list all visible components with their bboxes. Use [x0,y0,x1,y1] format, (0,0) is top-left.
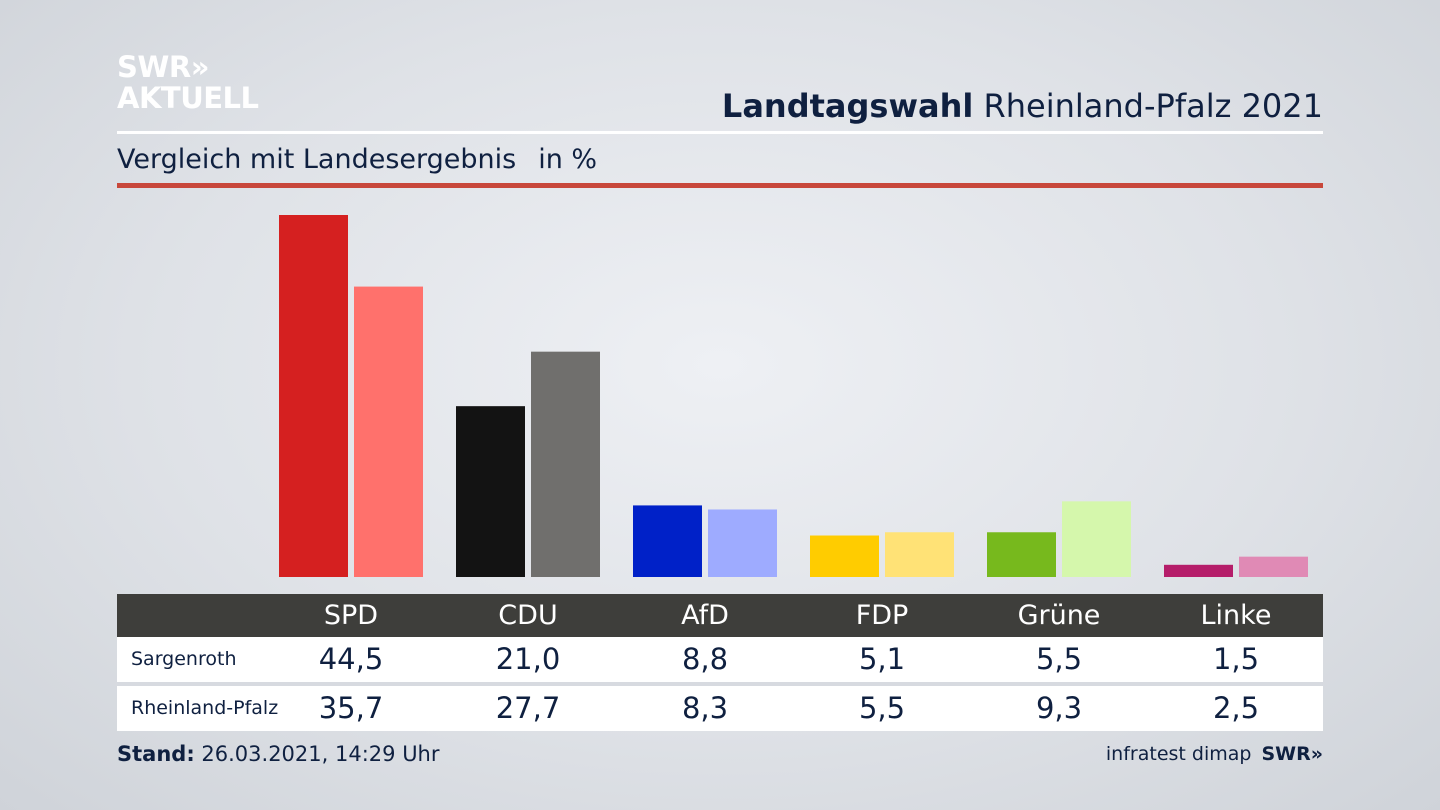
bar-linke-rheinland-pfalz [1239,556,1308,577]
bar-cdu-sargenroth [456,406,525,577]
column-header-linke: Linke [1200,600,1272,631]
column-header-grne: Grüne [1017,600,1101,631]
value-spd-rheinland-pfalz: 35,7 [318,691,384,725]
value-cdu-rheinland-pfalz: 27,7 [495,691,561,725]
bar-linke-sargenroth [1164,564,1233,577]
chart-subtitle-text: Vergleich mit Landesergebnis [117,144,517,175]
bar-cdu-rheinland-pfalz [531,351,600,577]
swr-aktuell-logo: SWR» AKTUELL [117,52,259,114]
timestamp-value: 26.03.2021, 14:29 Uhr [201,742,440,766]
page-title-rest: Rheinland-Pfalz 2021 [983,87,1323,125]
logo-line-aktuell: AKTUELL [117,81,259,115]
timestamp: Stand: 26.03.2021, 14:29 Uhr [117,740,440,768]
column-header-spd: SPD [323,600,379,631]
row-label-rheinland-pfalz: Rheinland-Pfalz [131,697,279,719]
page-title: Landtagswahl Rheinland-Pfalz 2021 [722,86,1323,126]
value-spd-sargenroth: 44,5 [318,642,384,676]
source-credit: infratest dimap SWR» [1106,740,1323,768]
value-fdp-sargenroth: 5,1 [858,642,906,676]
value-afd-rheinland-pfalz: 8,3 [681,691,729,725]
page-title-bold: Landtagswahl [721,87,974,125]
row-label-sargenroth: Sargenroth [131,648,237,670]
value-grne-sargenroth: 5,5 [1035,642,1083,676]
column-header-afd: AfD [681,600,729,631]
logo-line-swr: SWR» [117,50,209,84]
column-header-fdp: FDP [855,600,909,631]
header-divider [117,131,1323,134]
table-header: SPD CDU AfD FDP Grüne Linke [117,594,1323,637]
source-name: infratest dimap [1105,743,1252,765]
bar-spd-sargenroth [279,215,348,577]
timestamp-label: Stand: [117,742,195,766]
bar-afd-sargenroth [633,505,702,577]
bar-fdp-sargenroth [810,535,879,577]
value-grne-rheinland-pfalz: 9,3 [1035,691,1083,725]
table-row-rheinland-pfalz: Rheinland-Pfalz 35,7 27,7 8,3 5,5 9,3 2,5 [117,686,1323,731]
value-linke-sargenroth: 1,5 [1212,642,1260,676]
chart-unit: in % [538,144,598,175]
column-header-cdu: CDU [498,600,558,631]
value-cdu-sargenroth: 21,0 [495,642,561,676]
bar-grne-rheinland-pfalz [1062,501,1131,577]
chart-subtitle: Vergleich mit Landesergebnis in % [117,142,597,178]
bar-fdp-rheinland-pfalz [885,532,954,577]
row-divider [117,682,1323,686]
swr-brand-logo: SWR» [1261,743,1323,765]
value-fdp-rheinland-pfalz: 5,5 [858,691,906,725]
value-afd-sargenroth: 8,8 [681,642,729,676]
accent-divider [117,183,1323,188]
value-linke-rheinland-pfalz: 2,5 [1212,691,1260,725]
bar-afd-rheinland-pfalz [708,509,777,577]
bar-spd-rheinland-pfalz [354,286,423,577]
table-row-sargenroth: Sargenroth 44,5 21,0 8,8 5,1 5,5 1,5 [117,637,1323,682]
bar-grne-sargenroth [987,532,1056,577]
